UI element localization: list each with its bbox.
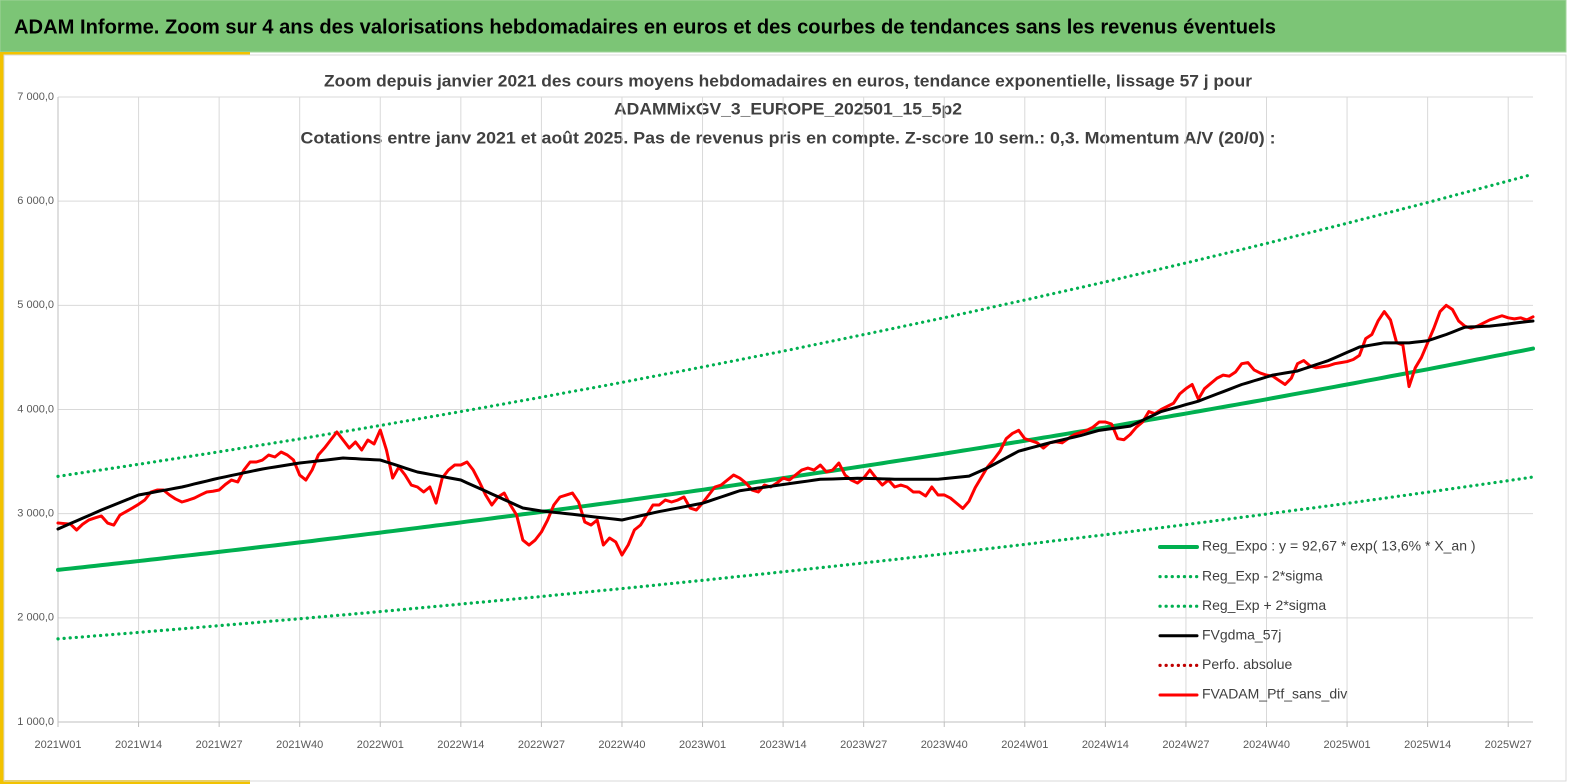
x-tick-label: 2022W01: [357, 739, 404, 751]
x-tick-label: 2025W14: [1404, 739, 1451, 751]
chart-title: Zoom depuis janvier 2021 des cours moyen…: [324, 71, 1252, 90]
x-tick-label: 2022W40: [598, 739, 645, 751]
y-tick-label: 5 000,0: [17, 299, 54, 311]
x-tick-label: 2024W27: [1162, 739, 1209, 751]
header-bar: [0, 0, 1567, 53]
y-tick-label: 4 000,0: [17, 403, 54, 415]
y-tick-label: 1 000,0: [17, 716, 54, 728]
header-title: ADAM Informe. Zoom sur 4 ans des valoris…: [14, 16, 1276, 38]
chart-subtitle: Cotations entre janv 2021 et août 2025. …: [301, 128, 1276, 147]
chart-subtitle: ADAMMixGV_3_EUROPE_202501_15_5p2: [614, 99, 962, 118]
series-line: [56, 319, 1535, 531]
chart-frame: [3, 54, 1567, 782]
legend-label: FVADAM_Ptf_sans_div: [1202, 686, 1347, 702]
y-tick-label: 3 000,0: [17, 508, 54, 520]
x-tick-label: 2024W14: [1082, 739, 1129, 751]
x-tick-label: 2021W27: [196, 739, 243, 751]
x-tick-label: 2023W27: [840, 739, 887, 751]
accent: [0, 52, 250, 55]
series-line: [56, 303, 1535, 557]
y-tick-label: 2 000,0: [17, 612, 54, 624]
accent: [0, 780, 250, 784]
x-tick-label: 2021W14: [115, 739, 162, 751]
x-tick-label: 2023W01: [679, 739, 726, 751]
accent: [0, 52, 4, 784]
x-tick-label: 2025W27: [1485, 739, 1532, 751]
legend-label: Reg_Exp - 2*sigma: [1202, 567, 1323, 583]
x-tick-label: 2022W27: [518, 739, 565, 751]
y-tick-label: 7 000,0: [17, 91, 54, 103]
x-tick-label: 2024W01: [1001, 739, 1048, 751]
legend-label: Reg_Expo : y = 92,67 * exp( 13,6% * X_an…: [1202, 538, 1476, 554]
legend-label: Reg_Exp + 2*sigma: [1202, 597, 1326, 613]
series-line: [56, 172, 1535, 478]
x-tick-label: 2024W40: [1243, 739, 1290, 751]
x-tick-label: 2023W40: [921, 739, 968, 751]
x-tick-label: 2021W40: [276, 739, 323, 751]
x-tick-label: 2022W14: [437, 739, 484, 751]
x-tick-label: 2025W01: [1324, 739, 1371, 751]
x-tick-label: 2023W14: [760, 739, 807, 751]
x-tick-label: 2021W01: [34, 739, 81, 751]
legend-label: Perfo. absolue: [1202, 656, 1292, 672]
legend-label: FVgdma_57j: [1202, 627, 1281, 643]
y-tick-label: 6 000,0: [17, 195, 54, 207]
